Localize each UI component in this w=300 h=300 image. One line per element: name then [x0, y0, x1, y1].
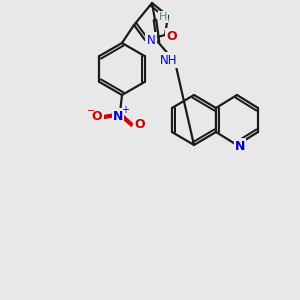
Text: +: + [121, 105, 129, 115]
Text: N: N [147, 34, 155, 46]
Text: NH: NH [160, 53, 178, 67]
Text: N: N [113, 110, 123, 122]
Text: O: O [92, 110, 102, 124]
Text: N: N [235, 140, 245, 152]
Text: H: H [159, 12, 167, 22]
Text: −: − [87, 106, 95, 116]
Text: O: O [135, 118, 145, 131]
Text: O: O [167, 29, 177, 43]
